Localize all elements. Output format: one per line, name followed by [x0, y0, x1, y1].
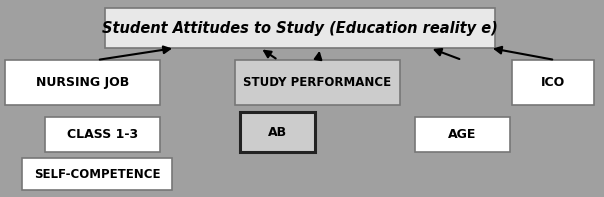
Text: AGE: AGE [448, 128, 477, 141]
Bar [22, 158, 172, 190]
Text: SELF-COMPETENCE: SELF-COMPETENCE [34, 167, 160, 180]
Text: NURSING JOB: NURSING JOB [36, 76, 129, 89]
Bar [5, 60, 160, 105]
Text: CLASS 1-3: CLASS 1-3 [67, 128, 138, 141]
Text: ICO: ICO [541, 76, 565, 89]
Bar [105, 8, 495, 48]
Text: AB: AB [268, 125, 287, 138]
Bar [240, 112, 315, 152]
Bar [415, 117, 510, 152]
Bar [512, 60, 594, 105]
Text: Student Attitudes to Study (Education reality e): Student Attitudes to Study (Education re… [102, 20, 498, 35]
Bar [45, 117, 160, 152]
Bar [235, 60, 400, 105]
Text: STUDY PERFORMANCE: STUDY PERFORMANCE [243, 76, 391, 89]
